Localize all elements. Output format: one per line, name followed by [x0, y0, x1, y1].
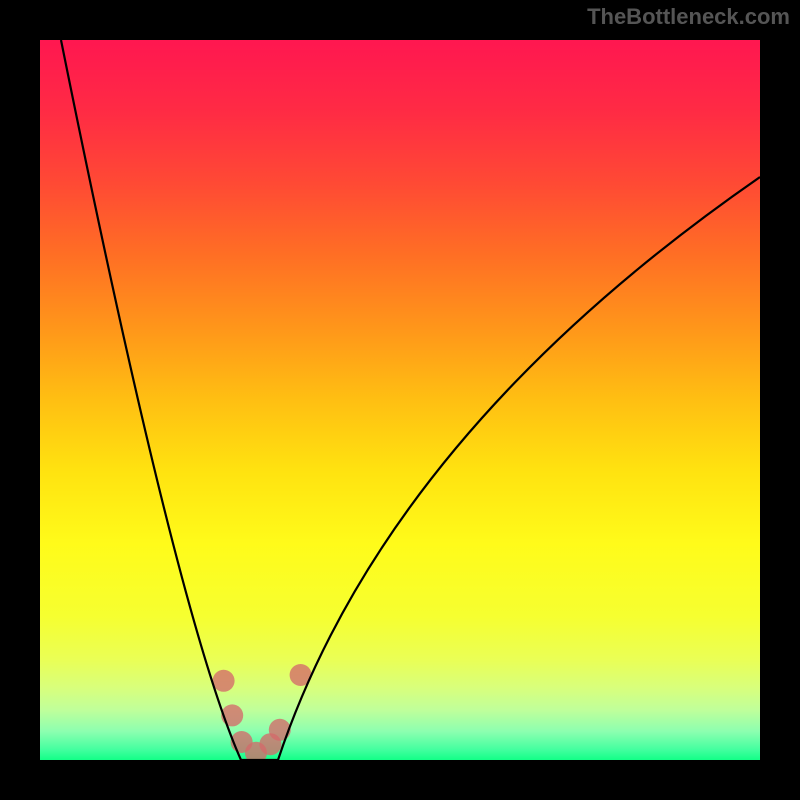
chart-root: TheBottleneck.com — [0, 0, 800, 800]
v-curve — [61, 40, 760, 760]
plot-area — [40, 40, 760, 760]
watermark-text: TheBottleneck.com — [587, 4, 790, 30]
curve-marker — [269, 719, 291, 741]
curve-marker — [213, 670, 235, 692]
curve-layer — [40, 40, 760, 760]
